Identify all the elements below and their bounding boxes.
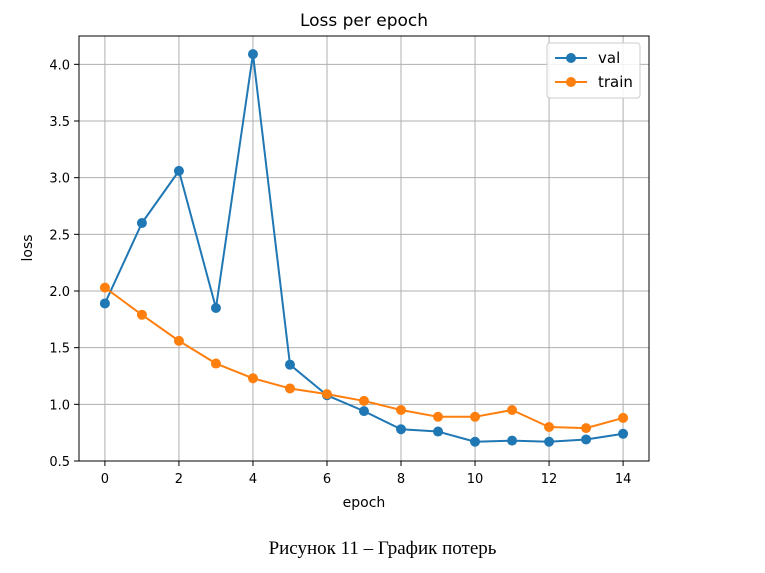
data-point-train (359, 395, 369, 406)
y-tick-label: 3.5 (49, 115, 70, 130)
y-tick-label: 0.5 (49, 455, 70, 470)
chart-title: Loss per epoch (300, 11, 428, 31)
x-tick-label: 8 (397, 472, 405, 487)
loss-chart: Loss per epoch 0 2 4 6 8 10 12 14 0.5 1.0 1.5 2.0 2.… (20, 11, 650, 511)
data-point-val (247, 49, 258, 60)
y-tick-label: 2.5 (49, 228, 70, 243)
data-point-train (136, 309, 147, 320)
data-point-val (544, 436, 555, 447)
x-tick-label: 12 (541, 472, 558, 487)
series-layer (99, 49, 629, 447)
data-point-train (247, 373, 258, 384)
y-axis-title: loss (20, 234, 36, 261)
data-point-val (396, 424, 407, 435)
data-point-val (433, 426, 444, 437)
data-point-train (284, 383, 295, 394)
data-point-train (99, 282, 110, 293)
legend-label-train: train (598, 73, 633, 91)
data-point-val (581, 434, 592, 445)
data-point-train (618, 412, 629, 423)
data-point-val (210, 303, 221, 313)
legend-marker-val (566, 53, 576, 63)
data-point-train (470, 411, 481, 422)
data-point-val (618, 428, 629, 439)
series-line-val (104, 53, 624, 443)
data-point-train (396, 405, 407, 415)
data-point-val (507, 435, 518, 446)
legend-marker-train (566, 77, 576, 87)
legend-label-val: val (598, 49, 620, 67)
data-point-train (581, 423, 592, 434)
data-point-val (136, 218, 147, 228)
data-point-val (173, 165, 184, 176)
x-axis-title: epoch (343, 495, 386, 511)
data-point-train (173, 335, 184, 346)
data-point-train (544, 422, 555, 432)
x-tick-label: 2 (175, 472, 183, 487)
y-tick-label: 4.0 (49, 58, 70, 73)
plot-frame (78, 35, 650, 462)
y-tick-label: 3.0 (49, 172, 70, 187)
x-tick-label: 0 (101, 472, 109, 487)
data-point-val (99, 298, 110, 309)
data-point-val (470, 436, 481, 447)
figure-caption: Рисунок 11 – График потерь (268, 538, 497, 559)
data-point-train (321, 389, 332, 400)
y-tick-label: 1.5 (49, 342, 70, 357)
legend: val train (546, 42, 641, 99)
grid (79, 36, 649, 462)
data-point-train (507, 405, 518, 415)
data-point-train (210, 358, 221, 369)
axis-ticks: 0 2 4 6 8 10 12 14 0.5 1.0 1.5 2.0 2.5 3.0 3.5 4.0 (49, 58, 631, 487)
data-point-val (359, 406, 369, 417)
data-point-val (284, 359, 295, 370)
x-tick-label: 10 (467, 472, 484, 487)
y-tick-label: 2.0 (49, 285, 70, 300)
x-tick-label: 6 (323, 472, 331, 487)
x-tick-label: 4 (249, 472, 257, 487)
y-tick-label: 1.0 (49, 398, 70, 413)
x-tick-label: 14 (615, 472, 632, 487)
data-point-train (433, 411, 444, 422)
